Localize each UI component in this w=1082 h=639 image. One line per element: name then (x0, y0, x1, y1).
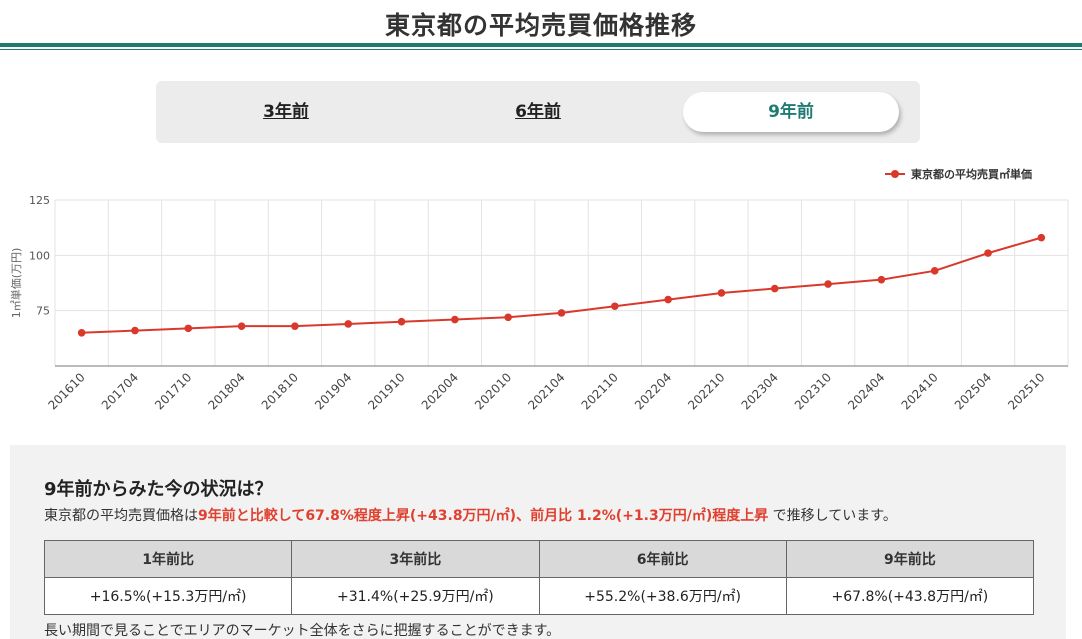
tab-3-years-label: 3年前 (263, 102, 309, 122)
data-point (664, 295, 672, 304)
x-tick-label: 201810 (259, 370, 301, 412)
x-tick-label: 202310 (792, 370, 834, 412)
value-3-years: +31.4%(+25.9万円/㎡) (291, 577, 540, 615)
summary-text: 東京都の平均売買価格は9年前と比較して67.8%程度上昇(+43.8万円/㎡)、… (44, 505, 897, 525)
summary-heading: 9年前からみた今の状況は？ (44, 479, 273, 500)
tab-9-years-label: 9年前 (768, 102, 814, 122)
x-tick-label: 202210 (685, 370, 727, 412)
chart-legend[interactable]: 東京都の平均売買㎡単価 (885, 165, 1032, 183)
page-title: 東京都の平均売買価格推移 (384, 11, 697, 40)
legend-marker (885, 170, 905, 178)
x-tick-label: 201904 (312, 370, 354, 412)
value-6-years: +55.2%(+38.6万円/㎡) (538, 577, 787, 615)
data-point (824, 280, 832, 288)
legend-label: 東京都の平均売買㎡単価 (911, 168, 1032, 181)
header-1-year: 1年前比 (43, 540, 293, 578)
data-point (557, 309, 566, 317)
data-point (237, 322, 246, 330)
header-9-years: 9年前比 (785, 540, 1035, 578)
tab-9-years[interactable]: 9年前 (683, 92, 899, 132)
title-bar: 東京都の平均売買価格推移 (0, 0, 1082, 52)
data-point (397, 317, 406, 326)
x-tick-label: 202410 (899, 370, 941, 412)
x-tick-label: 201910 (365, 370, 407, 412)
y-tick-label: 125 (29, 194, 50, 207)
period-tabs: 3年前 6年前 9年前 (156, 81, 920, 143)
tab-6-years-label: 6年前 (515, 102, 561, 122)
data-point (877, 275, 886, 284)
data-point (770, 284, 779, 293)
data-point (184, 324, 193, 333)
data-point (717, 289, 726, 297)
data-point (77, 329, 86, 337)
data-point (344, 320, 353, 328)
x-tick-label: 202510 (1005, 370, 1047, 412)
data-point (930, 267, 939, 275)
data-point (611, 302, 619, 311)
comparison-table: 1年前比 3年前比 6年前比 9年前比 +16.5%(+15.3万円/㎡) +3… (43, 540, 1035, 615)
data-point (1037, 233, 1046, 242)
summary-note: 長い期間で見ることでエリアのマーケット全体をさらに把握することができます。 (44, 623, 561, 639)
price-line-chart: 75 100 125 1㎡単価(万円) 201610 201704 201710 201804… (9, 194, 1069, 413)
data-point (131, 326, 139, 335)
x-tick-label: 201610 (45, 370, 87, 412)
tab-3-years[interactable]: 3年前 (206, 92, 366, 132)
x-tick-label: 202304 (739, 370, 781, 412)
comparison-value-row: +16.5%(+15.3万円/㎡) +31.4%(+25.9万円/㎡) +55.… (43, 577, 1035, 615)
x-tick-label: 202404 (845, 370, 887, 412)
data-point (291, 322, 299, 330)
x-tick-label: 201710 (152, 370, 194, 412)
series-line (81, 236, 1042, 334)
summary-text-highlight: 9年前と比較して67.8%程度上昇(+43.8万円/㎡)、前月比 1.2%(+1… (198, 508, 769, 524)
data-point (984, 249, 992, 257)
summary-text-suffix: で推移しています。 (768, 508, 897, 524)
x-tick-label: 202010 (472, 370, 514, 412)
value-1-year: +16.5%(+15.3万円/㎡) (43, 577, 293, 615)
x-tick-label: 201704 (99, 370, 141, 412)
y-tick-label: 100 (29, 249, 50, 262)
x-tick-label: 202004 (419, 370, 461, 412)
y-tick-label: 75 (36, 305, 50, 318)
x-tick-label: 202204 (632, 370, 674, 412)
header-3-years: 3年前比 (291, 540, 540, 578)
y-axis-title: 1㎡単価(万円) (9, 248, 23, 319)
summary-panel: 9年前からみた今の状況は？ 東京都の平均売買価格は9年前と比較して67.8%程度… (10, 445, 1066, 639)
value-9-years: +67.8%(+43.8万円/㎡) (785, 577, 1035, 615)
x-tick-label: 202110 (579, 370, 621, 412)
header-6-years: 6年前比 (538, 540, 787, 578)
x-tick-label: 202104 (525, 370, 567, 412)
title-rule-thin (0, 49, 1082, 50)
tab-6-years[interactable]: 6年前 (458, 92, 618, 132)
comparison-header-row: 1年前比 3年前比 6年前比 9年前比 (43, 540, 1035, 578)
x-tick-label: 202504 (952, 370, 994, 412)
data-point (504, 313, 512, 322)
title-rule (0, 43, 1082, 47)
x-tick-label: 201804 (205, 370, 247, 412)
data-point (451, 315, 459, 324)
summary-text-prefix: 東京都の平均売買価格は (44, 508, 198, 524)
